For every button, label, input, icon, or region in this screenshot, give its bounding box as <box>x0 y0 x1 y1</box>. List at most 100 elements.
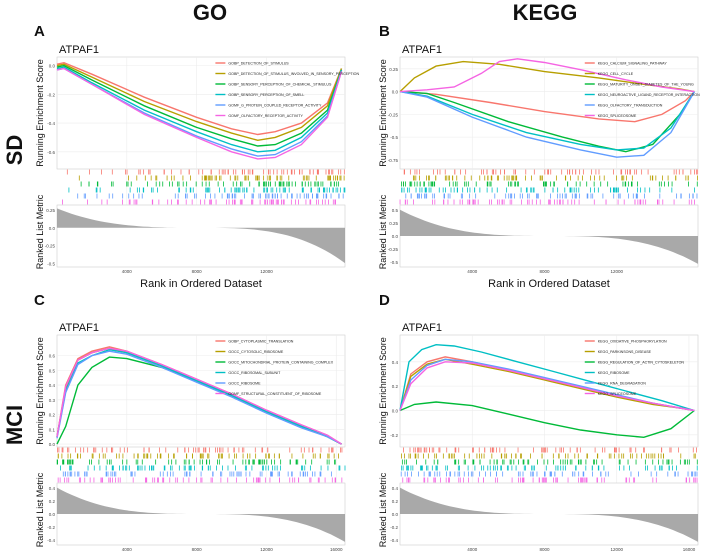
hit-strip-2 <box>57 453 339 459</box>
legend-entry-4: KEGG_RIBOSOME <box>598 371 630 375</box>
series-line-5 <box>399 90 696 158</box>
series-line-4 <box>399 343 695 412</box>
metric-axis-label: Ranked List Metric <box>378 194 388 269</box>
panel-title: ATPAF1 <box>402 44 442 56</box>
column-title-go: GO <box>193 0 227 25</box>
metric-tick-label: 0.4 <box>49 486 56 491</box>
metric-tick-label: 0.0 <box>392 512 399 517</box>
series-line-5 <box>56 350 342 445</box>
x-tick-label: 8000 <box>539 547 550 552</box>
y-tick-label: 0.2 <box>49 413 56 418</box>
hit-strip-4 <box>401 187 695 193</box>
series-line-2 <box>56 63 343 142</box>
x-tick-label: 8000 <box>539 269 550 274</box>
ranked-metric-area <box>400 487 698 542</box>
series-line-3 <box>399 401 695 439</box>
panel-title: ATPAF1 <box>59 322 99 334</box>
metric-tick-label: -0.4 <box>47 538 55 543</box>
panel-letter: A <box>34 23 45 40</box>
legend-entry-5: KEGG_RNA_DEGRADATION <box>598 382 646 386</box>
series-line-2 <box>399 358 695 412</box>
legend-entry-3: KEGG_MATURITY_ONSET_DIABETES_OF_THE_YOUN… <box>598 83 694 87</box>
x-tick-label: 4000 <box>467 269 478 274</box>
y-tick-label: 0.5 <box>49 368 56 373</box>
series-line-1 <box>399 90 695 123</box>
metric-tick-label: 0.0 <box>392 234 399 239</box>
x-tick-label: 12000 <box>260 547 273 552</box>
metric-tick-label: 0.4 <box>392 486 399 491</box>
legend-entry-1: GOBP_DETECTION_OF_STIMULUS <box>228 62 289 66</box>
x-tick-label: 4000 <box>122 269 133 274</box>
x-tick-label: 4000 <box>122 547 133 552</box>
y-tick-label: 0.0 <box>392 408 399 413</box>
series-line-3 <box>56 64 343 147</box>
y-tick-label: 0.6 <box>49 354 56 359</box>
x-tick-label: 4000 <box>467 547 478 552</box>
y-tick-label: -0.2 <box>390 433 398 438</box>
es-axis-label: Running Enrichment Score <box>378 59 388 167</box>
metric-tick-label: 0.0 <box>49 226 56 231</box>
hit-strip-2 <box>401 453 696 459</box>
series-line-6 <box>56 67 343 160</box>
row-label-mci: MCI <box>2 405 27 445</box>
legend-entry-6: KEGG_SPLICEOSOME <box>598 114 637 118</box>
legend-entry-5: KEGG_OLFACTORY_TRANSDUCTION <box>598 104 663 108</box>
series-line-6 <box>399 58 695 93</box>
metric-tick-label: 0.25 <box>389 221 398 226</box>
hit-strip-5 <box>405 193 698 199</box>
x-tick-label: 16000 <box>330 547 343 552</box>
series-line-6 <box>56 347 342 445</box>
hit-strip-5 <box>400 471 698 477</box>
series-line-4 <box>56 348 342 445</box>
hit-strip-3 <box>401 181 698 187</box>
metric-axis-label: Ranked List Metric <box>35 194 45 269</box>
y-tick-label: -0.2 <box>47 92 55 97</box>
hit-strip-2 <box>412 175 698 181</box>
es-plot-area <box>399 56 699 170</box>
es-axis-label: Running Enrichment Score <box>35 59 45 167</box>
metric-tick-label: 0.0 <box>49 512 56 517</box>
metric-tick-label: -0.25 <box>388 247 399 252</box>
hit-strip-3 <box>401 459 698 465</box>
hit-strip-1 <box>66 169 345 175</box>
hit-strip-5 <box>62 471 332 477</box>
hit-strip-6 <box>399 199 695 205</box>
y-tick-label: 0.3 <box>49 398 56 403</box>
legend-entry-2: KEGG_PARKINSONS_DISEASE <box>598 350 652 354</box>
x-tick-label: 12000 <box>610 547 623 552</box>
es-plot-area <box>399 334 699 448</box>
metric-tick-label: 0.2 <box>392 499 399 504</box>
y-tick-label: 0.1 <box>49 427 56 432</box>
panel-letter: D <box>379 292 390 309</box>
metric-axis-label: Ranked List Metric <box>35 472 45 547</box>
column-title-kegg: KEGG <box>513 0 578 25</box>
es-axis-label: Running Enrichment Score <box>378 337 388 445</box>
metric-tick-label: -0.4 <box>390 538 398 543</box>
es-plot-area <box>56 334 346 448</box>
legend-entry-2: GOBP_DETECTION_OF_STIMULUS_INVOLVED_IN_S… <box>228 72 359 76</box>
hit-strip-3 <box>56 459 336 465</box>
hit-strip-3 <box>80 181 340 187</box>
legend-entry-5: GOMF_G_PROTEIN_COUPLED_RECEPTOR_ACTIVITY <box>228 104 322 108</box>
series-line-6 <box>399 361 695 412</box>
es-axis-label: Running Enrichment Score <box>35 337 45 445</box>
hit-strip-1 <box>57 447 343 453</box>
hit-strip-4 <box>401 465 698 471</box>
panel-title: ATPAF1 <box>402 322 442 334</box>
legend-entry-1: GOBP_CYTOPLASMIC_TRANSLATION <box>228 340 293 344</box>
legend-entry-4: KEGG_NEUROACTIVE_LIGAND_RECEPTOR_INTERAC… <box>598 93 700 97</box>
panel-title: ATPAF1 <box>59 44 99 56</box>
legend-entry-2: GOCC_CYTOSOLIC_RIBOSOME <box>228 350 283 354</box>
metric-tick-label: 0.2 <box>49 499 56 504</box>
legend-entry-3: KEGG_REGULATION_OF_ACTIN_CYTOSKELETON <box>598 361 685 365</box>
series-line-4 <box>399 90 695 151</box>
y-tick-label: 0.0 <box>49 442 56 447</box>
legend-entry-1: KEGG_CALCIUM_SIGNALING_PATHWAY <box>598 62 668 66</box>
metric-tick-label: -0.5 <box>47 261 55 266</box>
metric-axis-label: Ranked List Metric <box>378 472 388 547</box>
